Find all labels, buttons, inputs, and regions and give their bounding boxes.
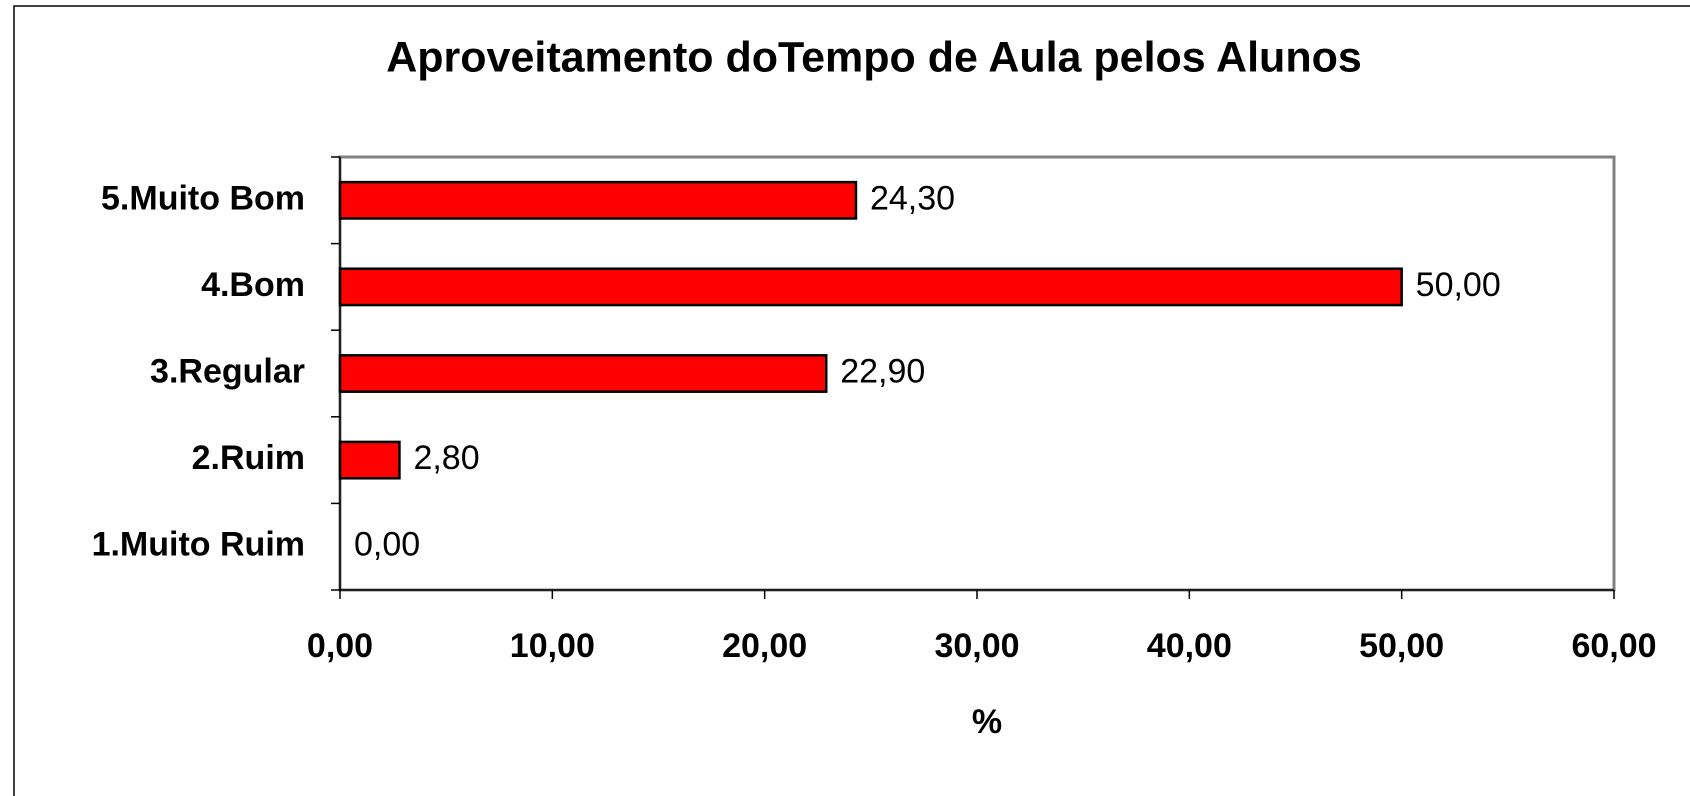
- x-tick-label: 60,00: [1571, 627, 1656, 665]
- y-tick-label: 2.Ruim: [192, 439, 305, 477]
- value-label: 22,90: [840, 352, 925, 390]
- x-tick-label: 0,00: [307, 627, 373, 665]
- y-tick-label: 5.Muito Bom: [101, 179, 305, 217]
- x-tick-label: 30,00: [934, 627, 1019, 665]
- chart-border: [13, 5, 1690, 796]
- x-tick-label: 40,00: [1147, 627, 1232, 665]
- bar: [338, 440, 401, 480]
- bar: [338, 354, 828, 393]
- x-tick-label: 20,00: [722, 627, 807, 665]
- value-label: 0,00: [354, 526, 420, 564]
- y-tick-label: 4.Bom: [201, 266, 305, 304]
- x-axis-label: %: [972, 703, 1002, 741]
- x-tick-label: 10,00: [510, 627, 595, 665]
- y-tick-label: 3.Regular: [150, 352, 305, 390]
- x-tick-label: 50,00: [1359, 627, 1444, 665]
- bar: [338, 180, 858, 220]
- value-label: 24,30: [870, 179, 955, 217]
- y-tick-label: 1.Muito Ruim: [92, 526, 305, 564]
- value-label: 50,00: [1416, 266, 1501, 304]
- chart-title: Aproveitamento doTempo de Aula pelos Alu…: [386, 33, 1362, 81]
- value-label: 2,80: [413, 439, 479, 477]
- bar: [338, 267, 1403, 307]
